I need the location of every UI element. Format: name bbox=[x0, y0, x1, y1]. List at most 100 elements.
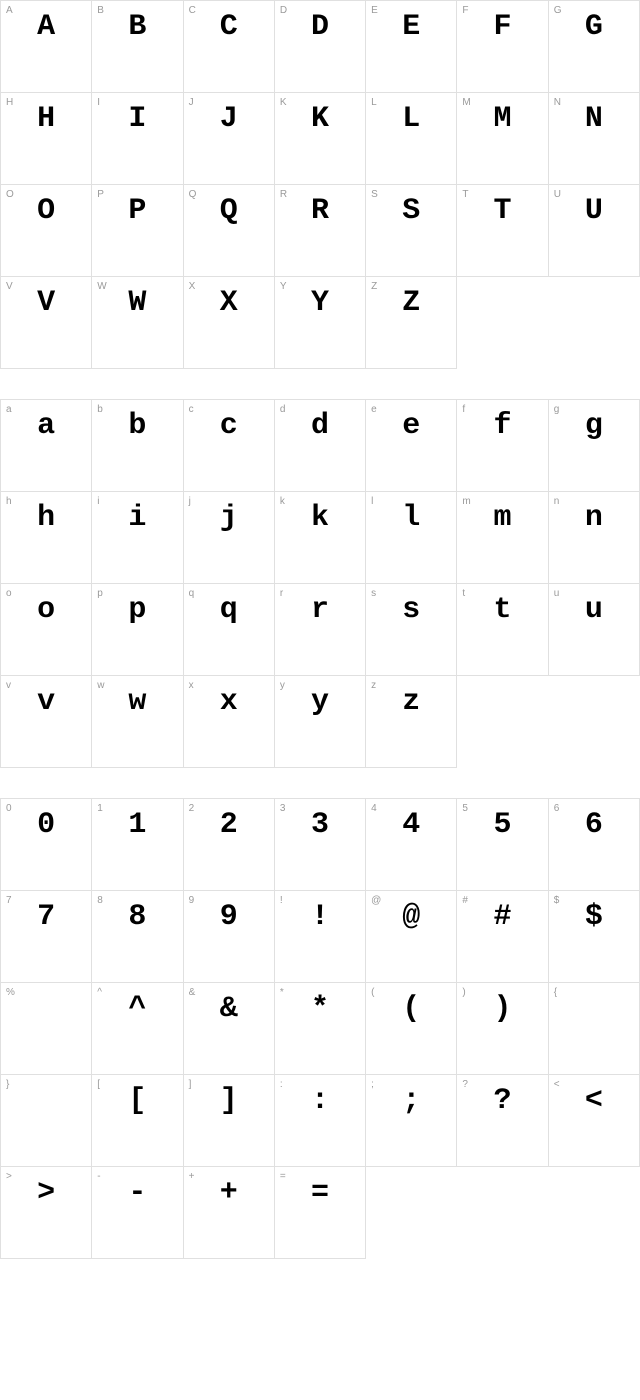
cell-glyph: > bbox=[1, 1175, 91, 1211]
glyph-cell: [[ bbox=[92, 1075, 183, 1167]
cell-glyph: ] bbox=[184, 1083, 274, 1119]
cell-glyph: 4 bbox=[366, 807, 456, 843]
glyph-cell: 55 bbox=[457, 799, 548, 891]
cell-glyph: z bbox=[366, 684, 456, 720]
glyph-cell: ;; bbox=[366, 1075, 457, 1167]
cell-glyph: L bbox=[366, 101, 456, 137]
glyph-cell: !! bbox=[275, 891, 366, 983]
cell-glyph: ; bbox=[366, 1083, 456, 1119]
cell-glyph: E bbox=[366, 9, 456, 45]
cell-label: % bbox=[6, 987, 15, 998]
glyph-cell: } bbox=[1, 1075, 92, 1167]
glyph-cell: cc bbox=[184, 400, 275, 492]
cell-glyph: : bbox=[275, 1083, 365, 1119]
glyph-cell: tt bbox=[457, 584, 548, 676]
glyph-cell: )) bbox=[457, 983, 548, 1075]
glyph-cell: xx bbox=[184, 676, 275, 768]
cell-glyph: r bbox=[275, 592, 365, 628]
cell-glyph: + bbox=[184, 1175, 274, 1211]
glyph-cell: LL bbox=[366, 93, 457, 185]
cell-glyph: p bbox=[92, 592, 182, 628]
glyph-cell: ++ bbox=[184, 1167, 275, 1259]
glyph-cell: ZZ bbox=[366, 277, 457, 369]
cell-glyph: u bbox=[549, 592, 639, 628]
cell-glyph: k bbox=[275, 500, 365, 536]
cell-label: { bbox=[554, 987, 557, 998]
glyph-cell: WW bbox=[92, 277, 183, 369]
cell-glyph: c bbox=[184, 408, 274, 444]
cell-glyph: y bbox=[275, 684, 365, 720]
glyph-grid: 00112233445566778899!!@@##$$%^^&&**(()){… bbox=[0, 798, 640, 1259]
glyph-cell: ll bbox=[366, 492, 457, 584]
glyph-cell: (( bbox=[366, 983, 457, 1075]
cell-glyph: V bbox=[1, 285, 91, 321]
glyph-cell: bb bbox=[92, 400, 183, 492]
cell-glyph: x bbox=[184, 684, 274, 720]
cell-glyph: a bbox=[1, 408, 91, 444]
glyph-cell: aa bbox=[1, 400, 92, 492]
cell-glyph: D bbox=[275, 9, 365, 45]
glyph-cell: II bbox=[92, 93, 183, 185]
empty-cell bbox=[457, 277, 548, 369]
glyph-cell: && bbox=[184, 983, 275, 1075]
glyph-cell: OO bbox=[1, 185, 92, 277]
glyph-cell: DD bbox=[275, 1, 366, 93]
empty-cell bbox=[457, 676, 548, 768]
cell-glyph: & bbox=[184, 991, 274, 1027]
cell-glyph: ! bbox=[275, 899, 365, 935]
glyph-cell: 66 bbox=[549, 799, 640, 891]
glyph-cell: ss bbox=[366, 584, 457, 676]
cell-glyph: m bbox=[457, 500, 547, 536]
cell-glyph: - bbox=[92, 1175, 182, 1211]
cell-glyph: ( bbox=[366, 991, 456, 1027]
cell-glyph: w bbox=[92, 684, 182, 720]
glyph-cell: zz bbox=[366, 676, 457, 768]
glyph-cell: gg bbox=[549, 400, 640, 492]
cell-glyph: = bbox=[275, 1175, 365, 1211]
glyph-cell: ee bbox=[366, 400, 457, 492]
glyph-cell: GG bbox=[549, 1, 640, 93]
cell-glyph: l bbox=[366, 500, 456, 536]
glyph-cell: nn bbox=[549, 492, 640, 584]
glyph-cell: MM bbox=[457, 93, 548, 185]
cell-glyph: d bbox=[275, 408, 365, 444]
glyph-cell: 88 bbox=[92, 891, 183, 983]
glyph-cell: UU bbox=[549, 185, 640, 277]
glyph-cell: 22 bbox=[184, 799, 275, 891]
glyph-cell: :: bbox=[275, 1075, 366, 1167]
glyph-cell: ## bbox=[457, 891, 548, 983]
glyph-cell: NN bbox=[549, 93, 640, 185]
glyph-cell: ]] bbox=[184, 1075, 275, 1167]
cell-glyph: 0 bbox=[1, 807, 91, 843]
cell-glyph: W bbox=[92, 285, 182, 321]
glyph-cell: PP bbox=[92, 185, 183, 277]
cell-glyph: f bbox=[457, 408, 547, 444]
glyph-cell: AA bbox=[1, 1, 92, 93]
cell-glyph: [ bbox=[92, 1083, 182, 1119]
glyph-cell: hh bbox=[1, 492, 92, 584]
cell-glyph: S bbox=[366, 193, 456, 229]
glyph-cell: QQ bbox=[184, 185, 275, 277]
cell-glyph: M bbox=[457, 101, 547, 137]
cell-glyph: Y bbox=[275, 285, 365, 321]
glyph-cell: 11 bbox=[92, 799, 183, 891]
cell-glyph: C bbox=[184, 9, 274, 45]
cell-glyph: ^ bbox=[92, 991, 182, 1027]
empty-cell bbox=[457, 1167, 548, 1259]
cell-glyph: F bbox=[457, 9, 547, 45]
cell-glyph: h bbox=[1, 500, 91, 536]
glyph-cell: ?? bbox=[457, 1075, 548, 1167]
cell-glyph: i bbox=[92, 500, 182, 536]
cell-glyph: B bbox=[92, 9, 182, 45]
cell-glyph: 8 bbox=[92, 899, 182, 935]
cell-glyph: * bbox=[275, 991, 365, 1027]
glyph-cell: rr bbox=[275, 584, 366, 676]
cell-glyph: q bbox=[184, 592, 274, 628]
glyph-cell: VV bbox=[1, 277, 92, 369]
cell-glyph: ) bbox=[457, 991, 547, 1027]
cell-glyph: e bbox=[366, 408, 456, 444]
cell-glyph: n bbox=[549, 500, 639, 536]
cell-glyph: T bbox=[457, 193, 547, 229]
glyph-cell: RR bbox=[275, 185, 366, 277]
cell-glyph: H bbox=[1, 101, 91, 137]
